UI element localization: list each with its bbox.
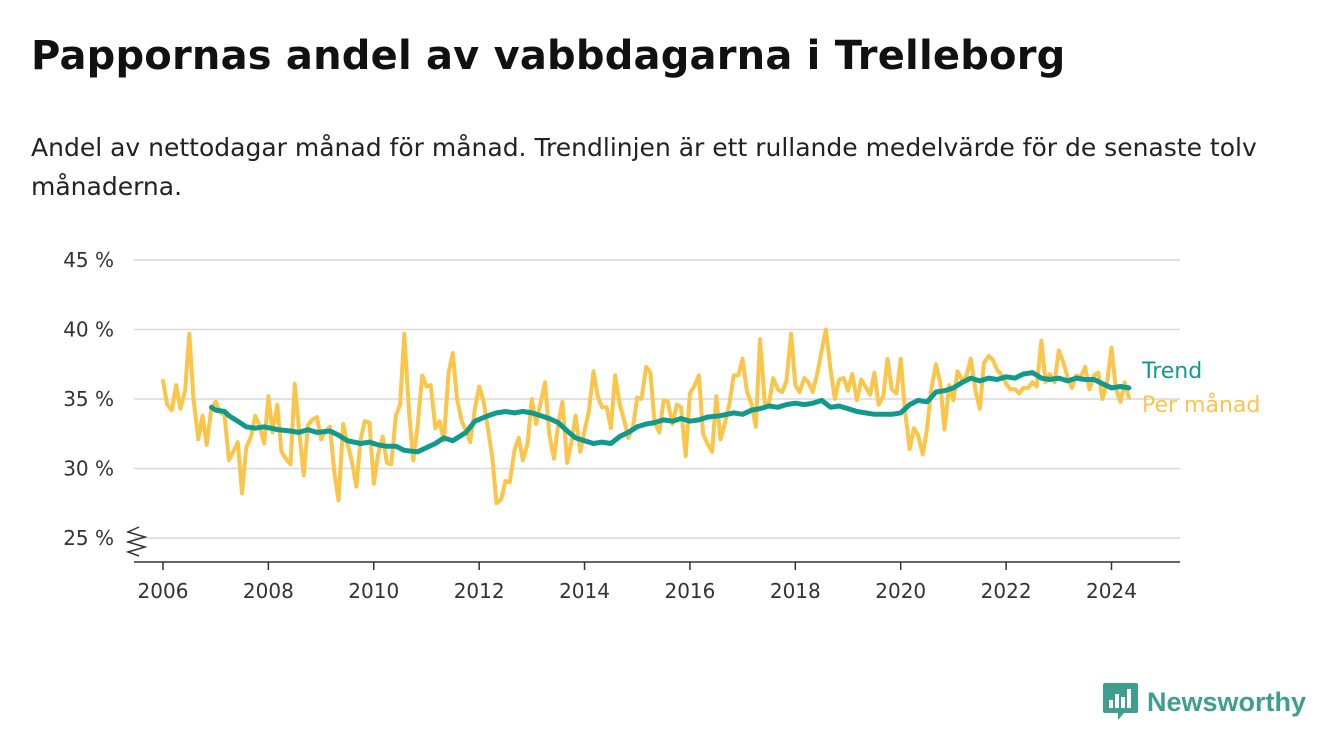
x-axis-tick-labels: 2006 2008 2010 2012 2014 2016 2018 2020 2022 2024 <box>138 562 1137 603</box>
chart-subtitle: Andel av nettodagar månad för månad. Tre… <box>31 133 1257 201</box>
x-tick-label: 2006 <box>138 579 189 603</box>
y-tick-label: 40 % <box>63 318 114 342</box>
x-tick-label: 2010 <box>348 579 399 603</box>
x-tick-label: 2022 <box>981 579 1032 603</box>
x-tick-label: 2024 <box>1086 579 1137 603</box>
y-axis-tick-labels: 25 % 30 % 35 % 40 % 45 % <box>63 248 114 550</box>
series-label-trend: Trend <box>1141 359 1202 384</box>
y-tick-label: 30 % <box>63 457 114 481</box>
x-tick-label: 2008 <box>243 579 294 603</box>
x-tick-label: 2020 <box>875 579 926 603</box>
axis-break-icon <box>125 526 148 557</box>
x-axis <box>125 526 1180 563</box>
x-tick-label: 2014 <box>559 579 610 603</box>
x-tick-label: 2012 <box>454 579 505 603</box>
y-tick-label: 35 % <box>63 387 114 411</box>
series-labels: Trend Per månad <box>1141 359 1260 418</box>
series-label-per-manad: Per månad <box>1142 392 1260 418</box>
newsworthy-logo-icon <box>1103 683 1138 720</box>
brand-logo: Newsworthy <box>1103 683 1306 721</box>
gridlines <box>134 259 1180 539</box>
chart-title: Pappornas andel av vabbdagarna i Trelleb… <box>31 33 1066 79</box>
x-tick-label: 2018 <box>770 579 821 603</box>
series-lines <box>161 327 1132 506</box>
brand-name: Newsworthy <box>1147 686 1307 717</box>
series-line-trend <box>209 370 1132 455</box>
y-tick-label: 45 % <box>63 248 114 272</box>
series-line-per-manad <box>161 327 1131 506</box>
y-tick-label: 25 % <box>63 526 114 550</box>
x-tick-label: 2016 <box>664 579 715 603</box>
